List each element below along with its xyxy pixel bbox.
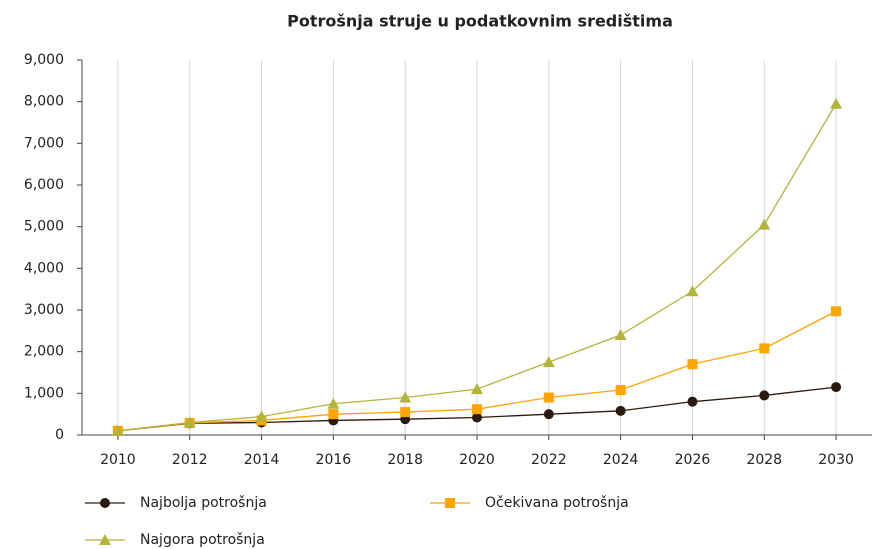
legend-marker [100, 498, 110, 508]
data-point [471, 383, 483, 395]
data-point [686, 285, 699, 297]
data-point [183, 416, 196, 428]
data-point [542, 356, 555, 368]
y-tick-label: 1,000 [24, 385, 64, 401]
data-point [831, 382, 842, 393]
data-point [543, 392, 554, 403]
y-tick-label: 2,000 [24, 344, 64, 360]
data-point [400, 407, 411, 418]
x-tick-label: 2016 [316, 452, 352, 468]
x-tick-label: 2012 [172, 452, 208, 468]
data-point [615, 385, 626, 395]
data-point [687, 396, 698, 407]
data-point [543, 409, 554, 420]
y-tick-label: 5,000 [24, 219, 64, 235]
data-point [328, 409, 339, 420]
data-point [614, 329, 627, 340]
legend-label: Najgora potrošnja [140, 532, 265, 548]
y-tick-label: 6,000 [24, 177, 64, 193]
data-point [111, 424, 124, 436]
x-tick-label: 2030 [818, 452, 854, 468]
y-tick-label: 3,000 [24, 302, 64, 318]
data-point [399, 391, 412, 403]
data-point [831, 306, 842, 317]
legend-label: Očekivana potrošnja [485, 495, 629, 511]
x-tick-label: 2010 [100, 452, 136, 468]
legend-marker [445, 498, 455, 508]
data-point [472, 404, 482, 415]
x-tick-label: 2028 [746, 452, 782, 468]
x-tick-label: 2026 [675, 452, 711, 468]
chart-title: Potrošnja struje u podatkovnim središtim… [287, 12, 673, 31]
data-point [759, 390, 770, 401]
y-tick-label: 0 [55, 427, 64, 443]
x-tick-label: 2018 [387, 452, 423, 468]
data-point [759, 343, 770, 354]
data-point [758, 218, 771, 230]
y-tick-label: 7,000 [24, 135, 64, 151]
y-tick-label: 8,000 [24, 94, 64, 110]
data-point [615, 405, 626, 416]
data-point [472, 412, 482, 423]
data-point [687, 359, 698, 370]
x-tick-label: 2014 [244, 452, 280, 468]
data-point [327, 397, 340, 409]
x-tick-label: 2022 [531, 452, 567, 468]
data-point [830, 97, 843, 109]
y-tick-label: 9,000 [24, 52, 64, 68]
data-point [255, 410, 268, 422]
legend-label: Najbolja potrošnja [140, 495, 267, 511]
x-tick-label: 2020 [459, 452, 495, 468]
x-tick-label: 2024 [603, 452, 639, 468]
y-tick-label: 4,000 [24, 260, 64, 276]
legend-marker [99, 534, 111, 545]
